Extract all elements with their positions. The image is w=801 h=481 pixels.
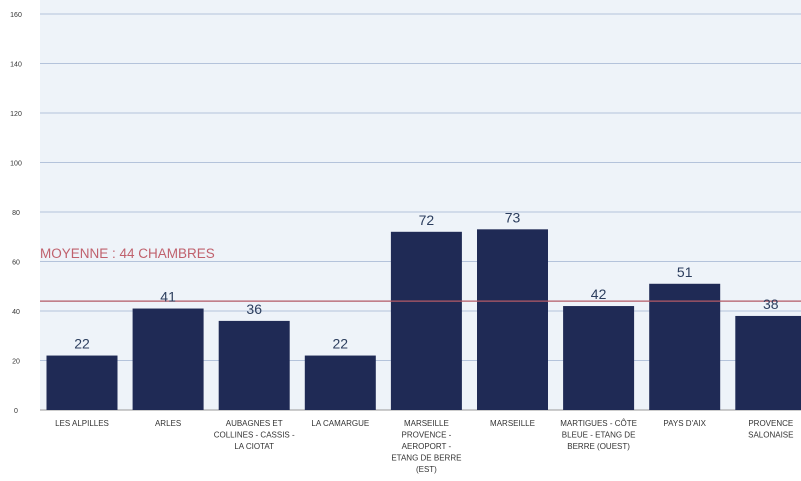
y-tick-label: 80 [12, 210, 20, 217]
x-tick-label-line: MARTIGUES - CÔTE [560, 419, 637, 428]
data-label: 42 [591, 286, 607, 302]
data-label: 73 [505, 209, 521, 225]
bar [304, 355, 376, 410]
bar [132, 308, 204, 410]
x-tick-label-line: BERRE (OUEST) [567, 442, 630, 451]
bar [218, 320, 290, 410]
x-tick-label-line: BLEUE - ETANG DE [562, 431, 636, 440]
x-tick-label-line: LA CIOTAT [234, 442, 274, 451]
y-tick-label: 160 [10, 12, 22, 19]
data-label: 22 [333, 336, 349, 352]
x-tick-label-line: LES ALPILLES [55, 419, 109, 428]
x-tick-label: MARSEILLE PROVENCE - AEROPORT - ETANG DE BE… [391, 419, 461, 474]
bar [390, 231, 462, 410]
x-tick-label: LES ALPILLES [55, 419, 109, 428]
x-tick-label-line: AEROPORT - [402, 442, 452, 451]
bar [649, 283, 721, 410]
y-tick-label: 60 [12, 260, 20, 267]
bar [735, 315, 801, 410]
data-label: 38 [763, 296, 779, 312]
x-tick-label-line: MARSEILLE [490, 419, 535, 428]
x-tick-label: PROVENCE SALONAISE [748, 419, 793, 440]
x-tick-label-line: ARLES [155, 419, 181, 428]
x-tick-label-line: PROVENCE - [402, 431, 452, 440]
bar [46, 355, 118, 410]
data-label: 36 [246, 301, 262, 317]
y-tick-label: 120 [10, 111, 22, 118]
y-tick-label: 20 [12, 359, 20, 366]
x-tick-label-line: MARSEILLE [404, 419, 449, 428]
data-labels: 22 41 36 22 72 73 42 51 38 [74, 209, 779, 351]
bar [477, 229, 548, 410]
x-tick-label: AUBAGNES ET COLLINES - CASSIS - LA CIOTAT [214, 419, 295, 451]
x-tick-label-line: (EST) [416, 465, 437, 474]
data-label: 22 [74, 336, 90, 352]
x-tick-label-line: AUBAGNES ET [226, 419, 283, 428]
x-tick-label: MARSEILLE [490, 419, 535, 428]
data-label: 51 [677, 264, 693, 280]
y-tick-label: 40 [12, 309, 20, 316]
y-tick-label: 0 [14, 408, 18, 415]
bar [563, 306, 635, 410]
data-label: 41 [160, 289, 176, 305]
x-tick-label: PAYS D'AIX [663, 419, 706, 428]
x-tick-label-line: ETANG DE BERRE [391, 454, 461, 463]
x-tick-label: LA CAMARGUE [311, 419, 369, 428]
x-axis-labels: LES ALPILLES ARLES AUBAGNES ET COLLINES - C… [55, 419, 793, 474]
average-label: MOYENNE : 44 CHAMBRES [40, 246, 215, 261]
y-tick-label: 100 [10, 161, 22, 168]
x-tick-label: MARTIGUES - CÔTE BLEUE - ETANG DE BERRE (O… [560, 419, 637, 451]
x-tick-label-line: SALONAISE [748, 431, 793, 440]
bars [46, 229, 801, 410]
x-tick-label-line: LA CAMARGUE [311, 419, 369, 428]
y-axis-ticks: 0 20 40 60 80 100 120 140 160 [10, 12, 22, 415]
y-tick-label: 140 [10, 62, 22, 69]
x-tick-label-line: COLLINES - CASSIS - [214, 431, 295, 440]
data-label: 72 [419, 212, 435, 228]
x-tick-label-line: PAYS D'AIX [663, 419, 706, 428]
x-tick-label: ARLES [155, 419, 181, 428]
x-tick-label-line: PROVENCE [748, 419, 793, 428]
